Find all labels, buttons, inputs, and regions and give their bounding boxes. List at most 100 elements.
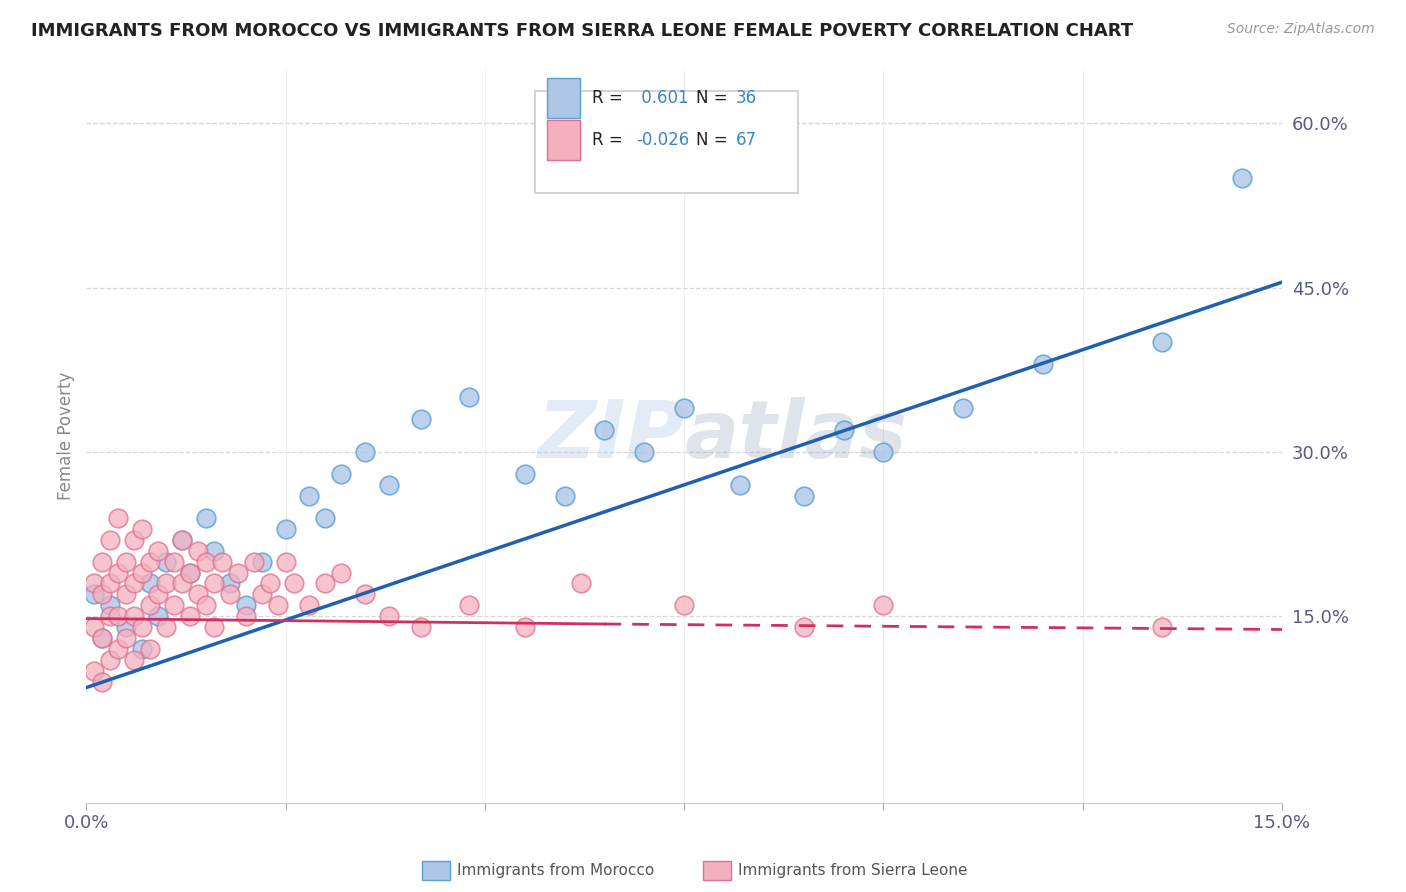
Bar xyxy=(547,120,581,161)
Point xyxy=(202,543,225,558)
Point xyxy=(122,576,145,591)
Point xyxy=(163,599,186,613)
Point xyxy=(115,620,138,634)
Point xyxy=(107,642,129,657)
Point xyxy=(354,445,377,459)
Point xyxy=(107,566,129,580)
Text: 67: 67 xyxy=(735,131,756,149)
Point xyxy=(91,632,114,646)
Point xyxy=(952,401,974,416)
Text: IMMIGRANTS FROM MOROCCO VS IMMIGRANTS FROM SIERRA LEONE FEMALE POVERTY CORRELATI: IMMIGRANTS FROM MOROCCO VS IMMIGRANTS FR… xyxy=(31,22,1133,40)
Point xyxy=(314,510,336,524)
Point xyxy=(314,576,336,591)
Point xyxy=(728,478,751,492)
Point xyxy=(218,587,240,601)
Text: ZIP: ZIP xyxy=(537,397,685,475)
Point xyxy=(378,478,401,492)
Point xyxy=(226,566,249,580)
Point xyxy=(139,576,162,591)
Point xyxy=(170,533,193,547)
Point xyxy=(298,489,321,503)
Point xyxy=(1230,171,1253,186)
Point xyxy=(98,599,121,613)
Point xyxy=(242,555,264,569)
Text: 36: 36 xyxy=(735,89,756,107)
Point xyxy=(83,620,105,634)
Point xyxy=(259,576,281,591)
Point xyxy=(122,609,145,624)
Point xyxy=(330,467,353,481)
Text: Immigrants from Sierra Leone: Immigrants from Sierra Leone xyxy=(738,863,967,878)
Point xyxy=(458,599,481,613)
Point xyxy=(250,587,273,601)
Point xyxy=(98,576,121,591)
Point xyxy=(146,543,169,558)
Point xyxy=(122,653,145,667)
Point xyxy=(98,533,121,547)
Point xyxy=(139,555,162,569)
Text: R =: R = xyxy=(592,131,628,149)
Point xyxy=(378,609,401,624)
Point xyxy=(194,510,217,524)
Point xyxy=(170,533,193,547)
Point xyxy=(633,445,655,459)
Text: 0.601: 0.601 xyxy=(637,89,689,107)
Point xyxy=(139,642,162,657)
Point xyxy=(1152,335,1174,350)
Point xyxy=(131,522,153,536)
Text: Immigrants from Morocco: Immigrants from Morocco xyxy=(457,863,654,878)
Point xyxy=(513,620,536,634)
Point xyxy=(170,576,193,591)
Point xyxy=(91,675,114,690)
Point xyxy=(872,445,894,459)
Point xyxy=(673,401,696,416)
Point xyxy=(155,555,177,569)
Point xyxy=(554,489,576,503)
Point xyxy=(202,576,225,591)
Point xyxy=(235,599,257,613)
Point xyxy=(107,510,129,524)
Point xyxy=(91,632,114,646)
Point xyxy=(91,587,114,601)
Point xyxy=(83,587,105,601)
Point xyxy=(194,599,217,613)
Point xyxy=(202,620,225,634)
Point xyxy=(179,609,201,624)
Point xyxy=(218,576,240,591)
Text: atlas: atlas xyxy=(685,397,907,475)
Point xyxy=(131,642,153,657)
Point xyxy=(187,587,209,601)
Point xyxy=(211,555,233,569)
Point xyxy=(793,489,815,503)
Point xyxy=(155,620,177,634)
Point xyxy=(179,566,201,580)
Text: -0.026: -0.026 xyxy=(637,131,689,149)
Point xyxy=(187,543,209,558)
Point xyxy=(569,576,592,591)
Point xyxy=(83,576,105,591)
Point xyxy=(793,620,815,634)
Point xyxy=(122,533,145,547)
Point xyxy=(91,555,114,569)
Point xyxy=(266,599,288,613)
Point xyxy=(235,609,257,624)
Point xyxy=(872,599,894,613)
Point xyxy=(1032,357,1054,371)
Point xyxy=(409,412,432,426)
Point xyxy=(115,632,138,646)
Bar xyxy=(547,78,581,119)
Point xyxy=(354,587,377,601)
Point xyxy=(283,576,305,591)
Point xyxy=(107,609,129,624)
Point xyxy=(98,653,121,667)
Point xyxy=(274,555,297,569)
Point xyxy=(673,599,696,613)
Point xyxy=(146,609,169,624)
Text: Source: ZipAtlas.com: Source: ZipAtlas.com xyxy=(1227,22,1375,37)
Point xyxy=(115,555,138,569)
Point xyxy=(131,620,153,634)
Point xyxy=(131,566,153,580)
Point xyxy=(593,423,616,437)
Point xyxy=(409,620,432,634)
Point xyxy=(298,599,321,613)
